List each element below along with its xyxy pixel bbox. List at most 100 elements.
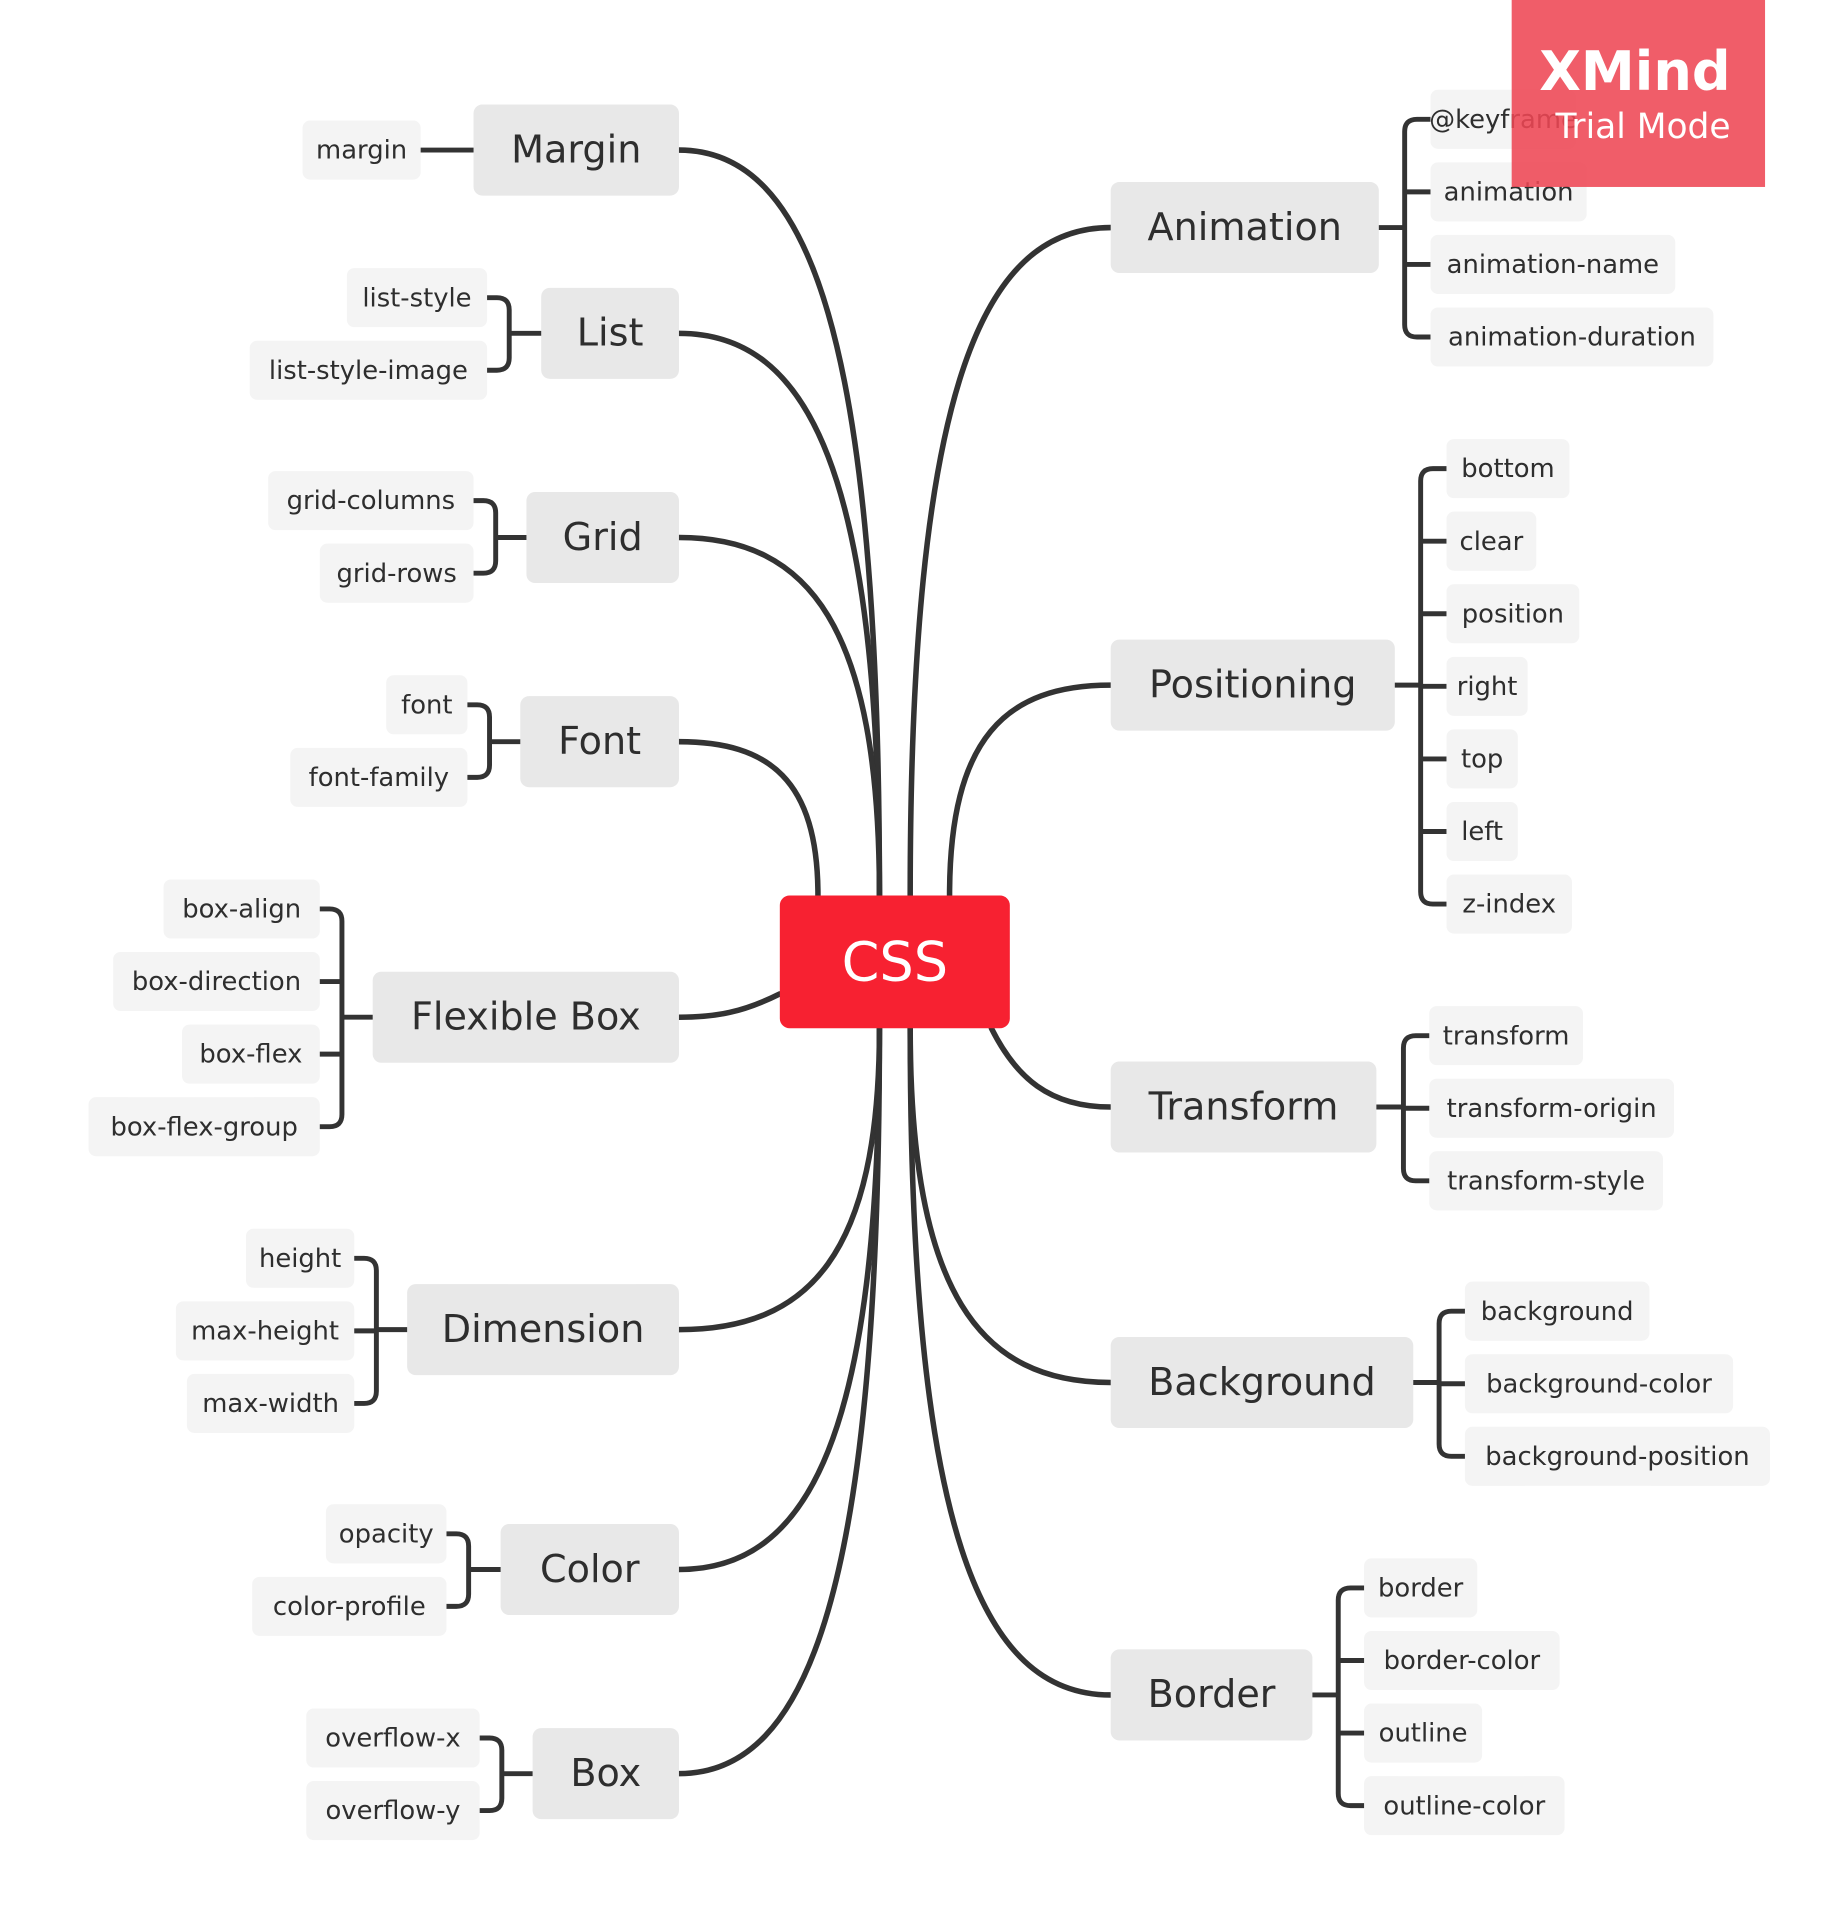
subtopic-transform-0-label: transform [1442, 1020, 1570, 1051]
subtopic-connector-color [444, 1531, 504, 1609]
main-topic-grid-label: Grid [562, 515, 643, 560]
subtopic-color-1[interactable]: color-profile [252, 1576, 447, 1636]
subtopic-border-0-label: border [1378, 1573, 1464, 1603]
subtopic-font-0[interactable]: font [386, 675, 468, 735]
subtopic-positioning-4[interactable]: top [1446, 729, 1518, 789]
main-topic-box-label: Box [570, 1751, 642, 1796]
subtopic-positioning-3[interactable]: right [1446, 656, 1528, 716]
subtopic-dimension-2[interactable]: max-width [186, 1373, 355, 1433]
main-topic-dimension-label: Dimension [441, 1307, 645, 1352]
watermark-title: XMind [1539, 40, 1731, 104]
subtopic-box-0-label: overflow-x [325, 1723, 461, 1753]
main-topic-background[interactable]: Background [1110, 1337, 1414, 1429]
central-topic-css[interactable]: CSS [779, 895, 1010, 1029]
subtopic-list-0[interactable]: list-style [346, 268, 488, 328]
subtopic-positioning-5-label: left [1461, 816, 1504, 847]
subtopic-font-1[interactable]: font-family [290, 747, 468, 807]
subtopic-flexbox-1[interactable]: box-direction [113, 952, 320, 1012]
subtopic-connector-transform [1373, 1033, 1432, 1184]
main-topic-box[interactable]: Box [532, 1728, 679, 1820]
main-topic-color[interactable]: Color [500, 1523, 679, 1615]
main-topic-positioning-label: Positioning [1149, 662, 1357, 708]
watermark-subtitle: Trial Mode [1555, 105, 1731, 147]
main-topic-background-label: Background [1148, 1360, 1376, 1405]
subtopic-transform-1-label: transform-origin [1446, 1093, 1657, 1123]
central-topic-css-label: CSS [841, 930, 949, 994]
subtopic-dimension-1[interactable]: max-height [175, 1301, 355, 1361]
main-topic-dimension[interactable]: Dimension [407, 1284, 679, 1376]
branch-connector-grid [676, 534, 883, 899]
subtopic-dimension-1-label: max-height [191, 1316, 340, 1346]
subtopic-border-2-label: outline [1378, 1718, 1468, 1748]
subtopic-positioning-1[interactable]: clear [1446, 511, 1537, 571]
subtopic-positioning-2[interactable]: position [1446, 584, 1580, 644]
branch-connector-background [907, 1025, 1114, 1386]
subtopic-flexbox-0[interactable]: box-align [163, 879, 320, 939]
subtopic-positioning-6-label: z-index [1462, 889, 1556, 919]
main-topic-margin-label: Margin [511, 127, 642, 173]
main-topic-font[interactable]: Font [520, 696, 679, 788]
main-topic-transform-label: Transform [1148, 1084, 1339, 1130]
subtopic-connector-font [464, 702, 523, 780]
subtopic-list-1[interactable]: list-style-image [249, 340, 488, 400]
subtopic-font-1-label: font-family [308, 762, 450, 793]
branch-connector-color [676, 1025, 883, 1573]
main-topic-border[interactable]: Border [1110, 1649, 1313, 1741]
subtopic-positioning-6[interactable]: z-index [1446, 874, 1572, 934]
subtopic-box-1[interactable]: overflow-y [306, 1781, 480, 1841]
subtopic-color-0[interactable]: opacity [325, 1504, 447, 1564]
main-topic-positioning[interactable]: Positioning [1110, 639, 1395, 731]
subtopic-border-1[interactable]: border-color [1364, 1630, 1560, 1691]
subtopic-transform-1[interactable]: transform-origin [1429, 1078, 1675, 1138]
main-topic-animation[interactable]: Animation [1110, 182, 1379, 274]
main-topic-transform[interactable]: Transform [1110, 1061, 1377, 1153]
subtopic-background-2-label: background-position [1485, 1441, 1750, 1472]
branch-connector-animation [907, 224, 1114, 899]
branch-connector-positioning [946, 682, 1114, 899]
subtopic-dimension-0[interactable]: height [246, 1228, 355, 1288]
subtopic-flexbox-2-label: box-flex [199, 1039, 303, 1069]
branch-connector-dimension [676, 1025, 883, 1333]
subtopic-connector-background [1410, 1308, 1468, 1459]
subtopic-grid-0[interactable]: grid-columns [268, 471, 474, 531]
subtopic-color-1-label: color-profile [272, 1591, 426, 1622]
main-topic-list[interactable]: List [541, 287, 679, 379]
subtopic-positioning-0[interactable]: bottom [1446, 439, 1570, 499]
main-topic-font-label: Font [558, 719, 642, 764]
subtopic-flexbox-3[interactable]: box-flex-group [88, 1097, 320, 1157]
subtopic-positioning-5[interactable]: left [1446, 801, 1518, 861]
subtopic-connector-box [477, 1735, 536, 1814]
subtopic-box-0[interactable]: overflow-x [306, 1708, 480, 1768]
subtopic-background-2[interactable]: background-position [1464, 1426, 1770, 1486]
subtopic-connector-dimension [351, 1255, 410, 1406]
subtopic-border-0[interactable]: border [1364, 1558, 1478, 1618]
subtopic-connector-border [1309, 1585, 1367, 1809]
subtopic-transform-0[interactable]: transform [1429, 1006, 1584, 1066]
subtopic-background-1-label: background-color [1486, 1368, 1712, 1399]
subtopic-margin-0-label: margin [316, 135, 408, 165]
subtopic-border-3[interactable]: outline-color [1364, 1776, 1565, 1836]
branch-connector-box [676, 1025, 883, 1777]
subtopic-border-2[interactable]: outline [1364, 1703, 1483, 1763]
subtopic-background-0[interactable]: background [1464, 1281, 1650, 1341]
subtopic-list-0-label: list-style [362, 282, 472, 313]
subtopic-animation-3[interactable]: animation-duration [1430, 307, 1714, 367]
subtopic-flexbox-1-label: box-direction [131, 966, 302, 997]
subtopic-margin-0[interactable]: margin [302, 120, 421, 180]
subtopic-positioning-4-label: top [1460, 744, 1504, 774]
subtopic-flexbox-2[interactable]: box-flex [182, 1024, 320, 1084]
subtopic-background-1[interactable]: background-color [1464, 1354, 1734, 1414]
subtopic-border-3-label: outline-color [1383, 1790, 1546, 1821]
branch-connector-list [676, 330, 883, 899]
subtopic-list-1-label: list-style-image [268, 355, 468, 385]
subtopic-transform-2[interactable]: transform-style [1429, 1151, 1663, 1211]
main-topic-margin[interactable]: Margin [473, 104, 679, 196]
subtopic-grid-0-label: grid-columns [286, 485, 456, 516]
subtopic-grid-1[interactable]: grid-rows [319, 543, 474, 603]
main-topic-grid[interactable]: Grid [526, 492, 679, 584]
main-topic-color-label: Color [540, 1547, 640, 1592]
main-topic-flexbox[interactable]: Flexible Box [372, 971, 679, 1063]
subtopic-animation-2[interactable]: animation-name [1430, 234, 1676, 294]
